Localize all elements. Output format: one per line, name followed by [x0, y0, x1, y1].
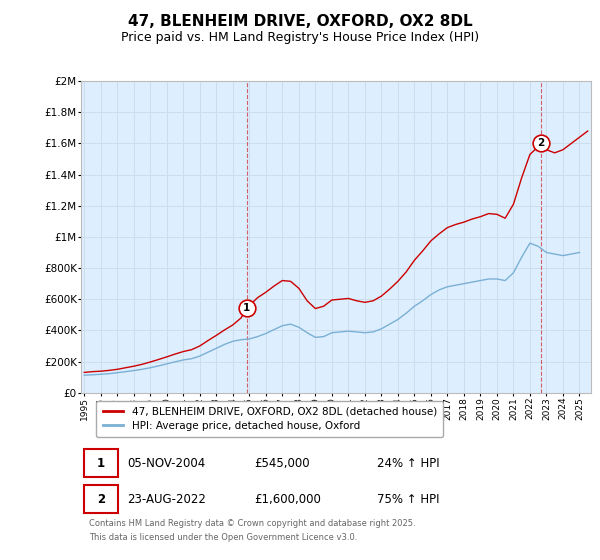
Legend: 47, BLENHEIM DRIVE, OXFORD, OX2 8DL (detached house), HPI: Average price, detach: 47, BLENHEIM DRIVE, OXFORD, OX2 8DL (det…: [97, 401, 443, 437]
Text: Contains HM Land Registry data © Crown copyright and database right 2025.: Contains HM Land Registry data © Crown c…: [89, 519, 415, 528]
Text: 24% ↑ HPI: 24% ↑ HPI: [377, 457, 439, 470]
Text: This data is licensed under the Open Government Licence v3.0.: This data is licensed under the Open Gov…: [89, 533, 357, 542]
Text: 75% ↑ HPI: 75% ↑ HPI: [377, 493, 439, 506]
Text: 2: 2: [537, 138, 544, 148]
Text: 2: 2: [97, 493, 105, 506]
Text: 23-AUG-2022: 23-AUG-2022: [127, 493, 206, 506]
Text: £1,600,000: £1,600,000: [254, 493, 321, 506]
Text: 47, BLENHEIM DRIVE, OXFORD, OX2 8DL: 47, BLENHEIM DRIVE, OXFORD, OX2 8DL: [128, 14, 472, 29]
Text: £545,000: £545,000: [254, 457, 310, 470]
Text: Price paid vs. HM Land Registry's House Price Index (HPI): Price paid vs. HM Land Registry's House …: [121, 31, 479, 44]
FancyBboxPatch shape: [83, 486, 118, 514]
FancyBboxPatch shape: [83, 449, 118, 477]
Text: 05-NOV-2004: 05-NOV-2004: [127, 457, 205, 470]
Text: 1: 1: [243, 303, 250, 313]
Text: 1: 1: [97, 457, 105, 470]
